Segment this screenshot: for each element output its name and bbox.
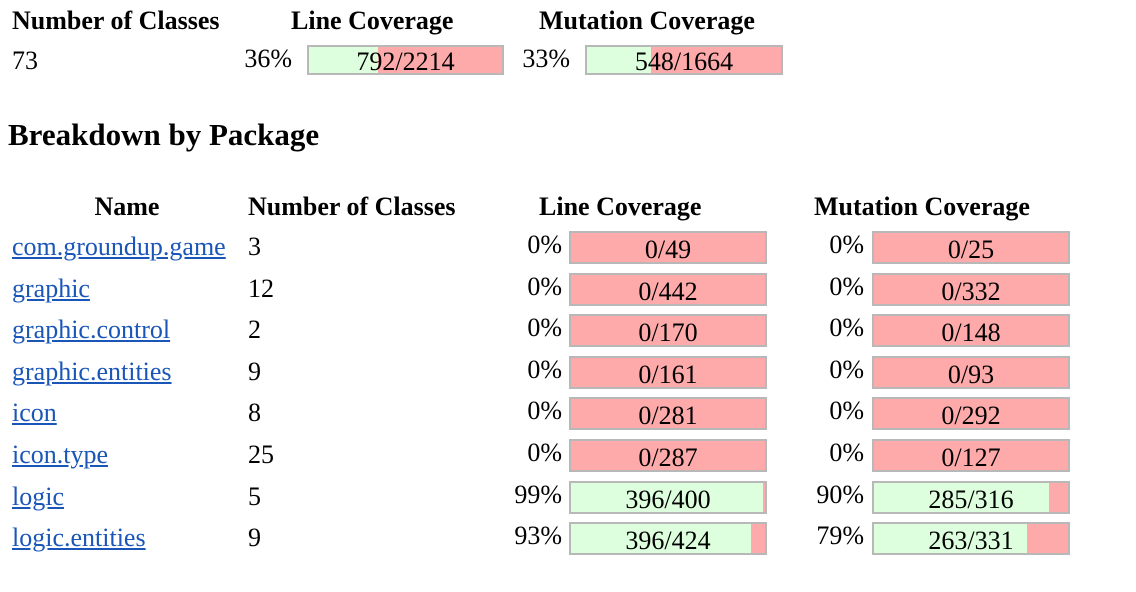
package-link[interactable]: graphic: [12, 274, 90, 303]
package-classes-count: 5: [248, 482, 261, 511]
package-mutation-coverage-bar: 0/292: [872, 397, 1070, 430]
package-line-coverage-label: 396/400: [625, 485, 711, 514]
table-header-classes: Number of Classes: [248, 192, 456, 221]
package-line-coverage-label: 0/170: [638, 318, 698, 347]
package-line-percent: 0%: [527, 230, 562, 259]
package-line-coverage-label: 0/161: [638, 360, 698, 389]
package-classes-count: 3: [248, 232, 261, 261]
package-line-percent: 0%: [527, 396, 562, 425]
summary-line-coverage-fill: [309, 47, 379, 73]
package-mutation-coverage-label: 0/332: [941, 277, 1001, 306]
package-classes-count: 9: [248, 523, 261, 552]
package-line-coverage-bar: 396/424: [569, 522, 767, 555]
summary-header-mutation-coverage: Mutation Coverage: [539, 6, 755, 35]
package-link[interactable]: icon: [12, 398, 57, 427]
package-mutation-coverage-bar: 285/316: [872, 481, 1070, 514]
package-line-percent: 0%: [527, 438, 562, 467]
package-mutation-coverage-label: 0/25: [947, 235, 995, 264]
summary-classes-count: 73: [12, 46, 38, 75]
summary-mutation-coverage-bar: 548/1664: [585, 45, 783, 75]
breakdown-title: Breakdown by Package: [8, 117, 320, 152]
package-line-percent: 0%: [527, 355, 562, 384]
package-line-percent: 93%: [514, 521, 562, 550]
package-mutation-percent: 90%: [816, 480, 864, 509]
package-classes-count: 9: [248, 357, 261, 386]
summary-header-line-coverage: Line Coverage: [291, 6, 454, 35]
package-mutation-coverage-label: 263/331: [928, 526, 1014, 555]
package-link[interactable]: com.groundup.game: [12, 232, 226, 261]
package-mutation-coverage-bar: 0/127: [872, 439, 1070, 472]
package-link[interactable]: icon.type: [12, 440, 109, 469]
package-line-coverage-label: 0/442: [638, 277, 698, 306]
package-classes-count: 25: [248, 440, 274, 469]
package-line-percent: 99%: [514, 480, 562, 509]
table-header-line-coverage: Line Coverage: [539, 192, 702, 221]
package-line-coverage-bar: 0/49: [569, 231, 767, 264]
package-line-coverage-label: 396/424: [625, 526, 711, 555]
package-line-coverage-bar: 396/400: [569, 481, 767, 514]
summary-line-coverage-bar: 792/2214: [307, 45, 504, 75]
package-mutation-coverage-bar: 0/148: [872, 314, 1070, 347]
package-link[interactable]: logic.entities: [12, 523, 146, 552]
package-mutation-percent: 0%: [829, 438, 864, 467]
package-line-percent: 0%: [527, 272, 562, 301]
summary-mutation-coverage-fill: [587, 47, 652, 73]
table-header-name: Name: [94, 192, 160, 221]
package-mutation-coverage-fill: [874, 483, 1049, 512]
summary-line-percent: 36%: [244, 44, 292, 73]
package-line-coverage-label: 0/281: [638, 401, 698, 430]
package-classes-count: 8: [248, 398, 261, 427]
package-mutation-coverage-label: 0/148: [941, 318, 1001, 347]
package-mutation-coverage-bar: 0/25: [872, 231, 1070, 264]
package-line-coverage-bar: 0/281: [569, 397, 767, 430]
package-link[interactable]: graphic.entities: [12, 357, 172, 386]
package-mutation-coverage-label: 285/316: [928, 485, 1014, 514]
package-link[interactable]: graphic.control: [12, 315, 171, 344]
package-line-coverage-bar: 0/442: [569, 273, 767, 306]
package-mutation-coverage-bar: 0/93: [872, 356, 1070, 389]
table-header-mutation-coverage: Mutation Coverage: [814, 192, 1030, 221]
package-line-coverage-label: 0/49: [644, 235, 692, 264]
package-line-coverage-bar: 0/170: [569, 314, 767, 347]
package-line-coverage-bar: 0/287: [569, 439, 767, 472]
package-line-coverage-fill: [571, 524, 752, 553]
package-line-coverage-fill: [571, 483, 764, 512]
package-link[interactable]: logic: [12, 482, 64, 511]
package-mutation-coverage-fill: [874, 524, 1028, 553]
package-mutation-coverage-label: 0/292: [941, 401, 1001, 430]
package-mutation-percent: 79%: [816, 521, 864, 550]
package-mutation-percent: 0%: [829, 396, 864, 425]
package-line-coverage-bar: 0/161: [569, 356, 767, 389]
package-line-percent: 0%: [527, 313, 562, 342]
summary-mutation-coverage-label: 548/1664: [634, 47, 734, 75]
package-mutation-coverage-bar: 263/331: [872, 522, 1070, 555]
package-mutation-coverage-label: 0/127: [941, 443, 1001, 472]
summary-header-classes: Number of Classes: [12, 6, 220, 35]
summary-line-coverage-label: 792/2214: [356, 47, 455, 75]
package-mutation-coverage-bar: 0/332: [872, 273, 1070, 306]
package-mutation-percent: 0%: [829, 355, 864, 384]
package-mutation-percent: 0%: [829, 272, 864, 301]
package-line-coverage-label: 0/287: [638, 443, 698, 472]
summary-mutation-percent: 33%: [522, 44, 570, 73]
package-classes-count: 12: [248, 274, 274, 303]
package-mutation-coverage-label: 0/93: [947, 360, 995, 389]
package-mutation-percent: 0%: [829, 230, 864, 259]
package-mutation-percent: 0%: [829, 313, 864, 342]
package-classes-count: 2: [248, 315, 261, 344]
